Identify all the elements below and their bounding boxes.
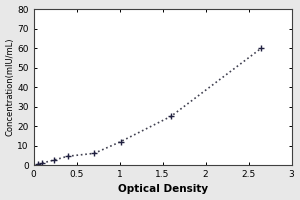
X-axis label: Optical Density: Optical Density bbox=[118, 184, 208, 194]
Y-axis label: Concentration(mIU/mL): Concentration(mIU/mL) bbox=[6, 38, 15, 136]
